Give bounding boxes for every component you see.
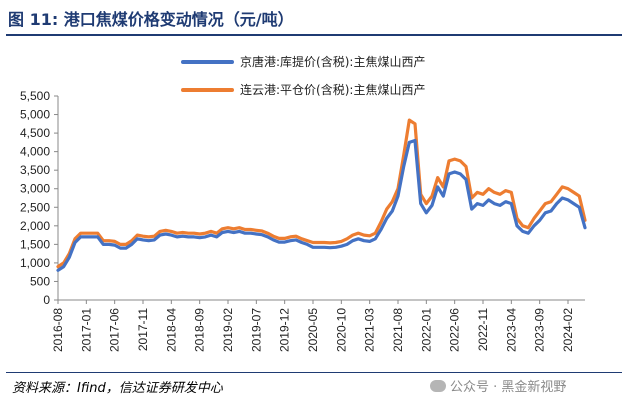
- y-tick-label: 5,000: [20, 108, 50, 122]
- x-tick-label: 2020-10: [334, 308, 348, 352]
- y-tick-label: 2,500: [20, 200, 50, 214]
- x-tick-label: 2016-08: [51, 308, 65, 352]
- legend-label-2: 连云港:平仓价(含税):主焦煤山西产: [240, 82, 425, 97]
- y-tick-label: 5,500: [20, 89, 50, 103]
- y-tick-label: 0: [43, 293, 50, 307]
- y-tick-label: 3,000: [20, 182, 50, 196]
- source-note: 资料来源：Ifind，信达证券研发中心: [12, 381, 223, 396]
- y-tick-label: 4,500: [20, 126, 50, 140]
- x-tick-label: 2022-01: [419, 308, 433, 352]
- x-tick-label: 2017-06: [108, 308, 122, 352]
- watermark-text: 公众号 · 黑金新视野: [450, 380, 567, 395]
- plot-lines: [56, 118, 587, 272]
- series-line-1: [56, 138, 587, 272]
- x-tick-label: 2022-06: [448, 308, 462, 352]
- x-tick-label: 2019-02: [221, 308, 235, 352]
- source-rule: [6, 372, 622, 373]
- y-tick-label: 1,500: [20, 237, 50, 251]
- y-tick-label: 4,000: [20, 145, 50, 159]
- x-tick-label: 2022-11: [476, 308, 490, 351]
- x-tick-label: 2017-01: [79, 308, 93, 352]
- x-tick-label: 2019-07: [249, 308, 263, 352]
- x-tick-label: 2021-08: [391, 308, 405, 352]
- x-tick-label: 2021-03: [363, 308, 377, 352]
- x-tick-label: 2018-04: [164, 308, 178, 352]
- y-tick-label: 2,000: [20, 219, 50, 233]
- x-tick-label: 2024-02: [561, 308, 575, 352]
- y-axis: 0 500 1,000 1,500 2,000 2,500 3,000 3,500 4,000 4…: [20, 89, 59, 307]
- y-tick-label: 3,500: [20, 163, 50, 177]
- x-tick-label: 2017-11: [136, 308, 150, 351]
- y-tick-label: 500: [30, 274, 50, 288]
- x-axis: 2016-08 2017-01 2017-06 2017-11 2018-04 2018-…: [51, 299, 585, 352]
- x-tick-label: 2018-09: [193, 308, 207, 352]
- figure-title: 图 11: 港口焦煤价格变动情况（元/吨）: [8, 10, 294, 29]
- legend-label-1: 京唐港:库提价(含税):主焦煤山西产: [240, 54, 425, 69]
- watermark: 公众号 · 黑金新视野: [430, 376, 566, 395]
- y-tick-label: 1,000: [20, 256, 50, 270]
- wechat-icon: [430, 380, 446, 392]
- x-tick-label: 2020-05: [306, 308, 320, 352]
- title-rule: [6, 34, 622, 36]
- series-line-2: [56, 118, 587, 269]
- x-tick-label: 2023-04: [504, 308, 518, 352]
- x-tick-label: 2019-12: [278, 308, 292, 352]
- x-tick-label: 2023-09: [533, 308, 547, 352]
